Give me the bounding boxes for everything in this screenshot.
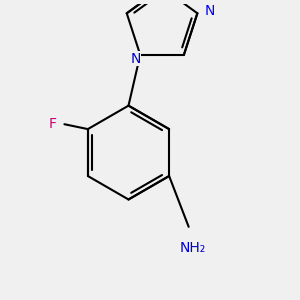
Text: F: F [49, 117, 57, 131]
Text: NH₂: NH₂ [179, 241, 206, 254]
Text: N: N [204, 4, 214, 18]
Text: N: N [130, 52, 140, 66]
